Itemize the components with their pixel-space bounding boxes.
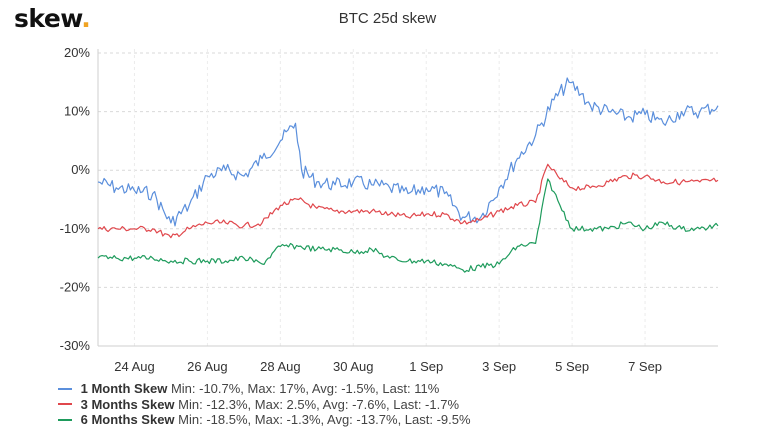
chart-title: BTC 25d skew xyxy=(338,10,437,27)
y-axis: 20% 10% 0% -10% -20% -30% xyxy=(60,45,99,353)
legend-label: 6 Months Skew xyxy=(80,412,175,427)
skew-logo: skew. xyxy=(14,4,91,33)
legend-label: 1 Month Skew xyxy=(80,381,168,396)
legend-stats: Min: -10.7%, Max: 17%, Avg: -1.5%, Last:… xyxy=(170,381,440,396)
grid-lines xyxy=(98,49,718,346)
series-3m-swatch xyxy=(58,403,72,406)
legend: 1 Month Skew Min: -10.7%, Max: 17%, Avg:… xyxy=(58,381,471,428)
series-line-1m xyxy=(97,77,719,227)
x-tick-label: 30 Aug xyxy=(333,359,374,374)
series-lines xyxy=(97,77,719,273)
y-tick-label: 10% xyxy=(64,104,90,119)
x-tick-label: 28 Aug xyxy=(260,359,301,374)
y-tick-label: 0% xyxy=(71,162,90,177)
legend-stats: Min: -12.3%, Max: 2.5%, Avg: -7.6%, Last… xyxy=(178,396,460,412)
y-tick-label: -20% xyxy=(60,279,91,294)
series-line-6m xyxy=(97,178,719,273)
legend-label: 3 Months Skew xyxy=(80,396,175,412)
legend-item-6m[interactable]: 6 Months Skew Min: -18.5%, Max: -1.3%, A… xyxy=(58,412,471,428)
series-1m-swatch xyxy=(58,387,72,390)
legend-item-3m[interactable]: 3 Months Skew Min: -12.3%, Max: 2.5%, Av… xyxy=(58,397,471,413)
y-tick-label: -30% xyxy=(60,338,91,353)
legend-stats: Min: -18.5%, Max: -1.3%, Avg: -13.7%, La… xyxy=(178,412,471,427)
series-line-3m xyxy=(97,163,719,239)
x-tick-label: 24 Aug xyxy=(114,359,155,374)
y-tick-label: -10% xyxy=(60,221,91,236)
x-tick-label: 1 Sep xyxy=(409,359,443,374)
legend-item-1m[interactable]: 1 Month Skew Min: -10.7%, Max: 17%, Avg:… xyxy=(58,381,471,397)
x-axis: 24 Aug 26 Aug 28 Aug 30 Aug 1 Sep 3 Sep 5 Sep 7… xyxy=(98,345,718,374)
x-tick-label: 5 Sep xyxy=(555,359,589,374)
series-6m-swatch xyxy=(58,418,72,421)
x-tick-label: 26 Aug xyxy=(187,359,228,374)
x-tick-label: 3 Sep xyxy=(482,359,516,374)
x-tick-label: 7 Sep xyxy=(628,359,662,374)
skew-line-chart: 20% 10% 0% -10% -20% -30% 24 Aug 26 Aug 28 Aug 3… xyxy=(60,45,719,374)
y-tick-label: 20% xyxy=(64,45,90,60)
